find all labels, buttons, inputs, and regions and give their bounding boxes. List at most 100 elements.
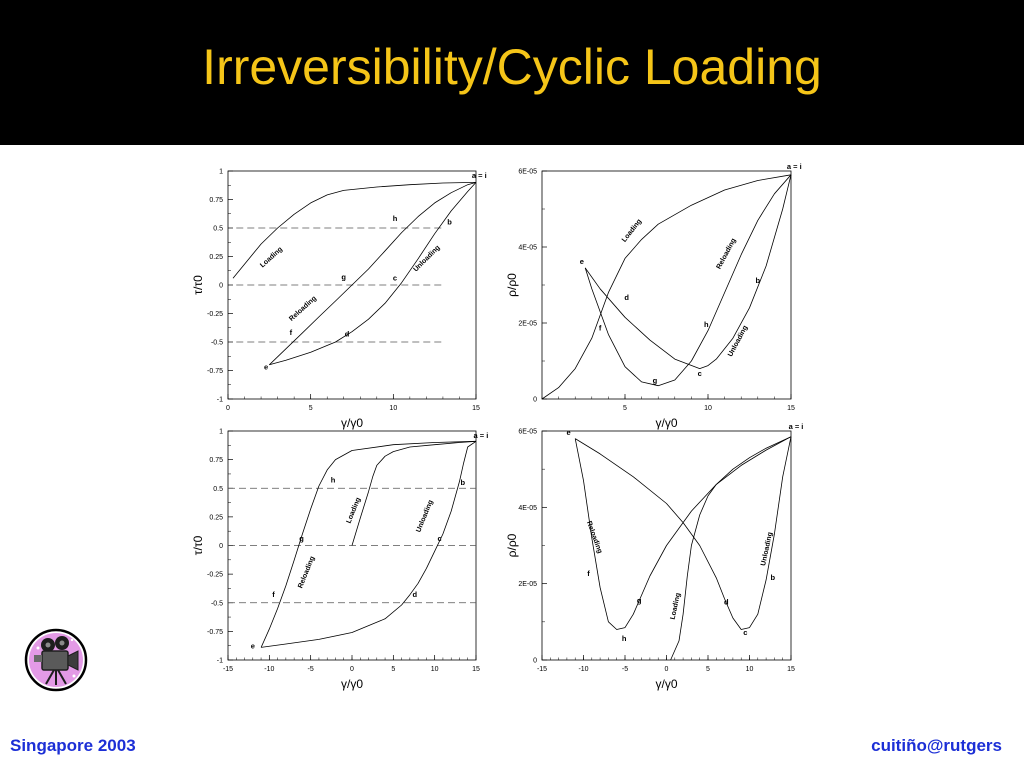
x-tick-label: 0 — [226, 405, 230, 412]
page-title: Irreversibility/Cyclic Loading — [202, 39, 822, 95]
point-label: c — [438, 534, 442, 543]
x-axis-label: γ/γ0 — [655, 677, 677, 691]
x-tick-label: 5 — [309, 405, 313, 412]
point-label: e — [264, 362, 268, 371]
series-line — [574, 436, 792, 630]
point-label: e — [580, 257, 584, 266]
series-line — [584, 174, 792, 369]
y-tick-label: 1 — [219, 169, 223, 176]
point-label: h — [331, 476, 336, 485]
point-label: a = i — [787, 162, 802, 171]
y-tick-label: -1 — [217, 658, 223, 665]
y-tick-label: 4E-05 — [518, 505, 537, 512]
y-tick-label: 0.5 — [213, 486, 223, 493]
y-tick-label: -0.75 — [207, 629, 223, 636]
x-tick-label: 5 — [706, 666, 710, 673]
series-line — [584, 174, 792, 387]
y-axis-label: τ/τ0 — [191, 535, 205, 555]
x-tick-label: 10 — [389, 405, 397, 412]
x-tick-label: 10 — [431, 666, 439, 673]
point-label: c — [698, 369, 702, 378]
movie-camera-icon — [24, 628, 88, 692]
point-label: g — [637, 596, 642, 605]
point-label: a = i — [474, 431, 489, 440]
x-tick-label: -15 — [537, 666, 547, 673]
series-line — [541, 174, 792, 400]
y-tick-label: 6E-05 — [518, 429, 537, 436]
series-line — [269, 182, 477, 366]
y-tick-label: 0.5 — [213, 226, 223, 233]
point-label: d — [345, 329, 350, 338]
x-axis-label: γ/γ0 — [341, 416, 363, 430]
point-label: d — [624, 293, 629, 302]
y-tick-label: 6E-05 — [518, 169, 537, 176]
point-label: f — [599, 324, 602, 333]
x-tick-label: -15 — [223, 666, 233, 673]
y-axis-label: ρ/ρ0 — [505, 273, 519, 297]
point-label: f — [272, 590, 275, 599]
series-line — [269, 182, 477, 366]
series-line — [260, 440, 477, 648]
y-tick-label: 0 — [533, 397, 537, 404]
point-label: g — [341, 272, 346, 281]
point-label: c — [393, 273, 397, 282]
y-tick-label: 0.25 — [209, 514, 223, 521]
series-line — [232, 182, 477, 279]
y-tick-label: 0 — [219, 283, 223, 290]
x-tick-label: 15 — [472, 666, 480, 673]
point-label: g — [653, 376, 658, 385]
x-tick-label: 5 — [391, 666, 395, 673]
point-label: b — [447, 218, 452, 227]
point-label: g — [299, 534, 304, 543]
x-tick-label: -5 — [622, 666, 628, 673]
point-label: h — [704, 320, 709, 329]
x-tick-label: 0 — [350, 666, 354, 673]
point-label: h — [622, 634, 627, 643]
point-label: d — [413, 590, 418, 599]
y-tick-label: -0.5 — [211, 340, 223, 347]
series-line — [351, 440, 477, 546]
title-bar — [0, 0, 1024, 145]
x-tick-label: 15 — [787, 405, 795, 412]
x-tick-label: -10 — [578, 666, 588, 673]
point-label: f — [290, 328, 293, 337]
point-label: f — [587, 569, 590, 578]
point-label: b — [756, 276, 761, 285]
point-label: a = i — [472, 171, 487, 180]
y-tick-label: -0.25 — [207, 311, 223, 318]
y-tick-label: 0 — [219, 543, 223, 550]
y-tick-label: 2E-05 — [518, 321, 537, 328]
point-label: e — [566, 428, 570, 437]
y-tick-label: -0.75 — [207, 368, 223, 375]
point-label: b — [460, 478, 465, 487]
y-tick-label: -1 — [217, 397, 223, 404]
x-axis-label: γ/γ0 — [341, 677, 363, 691]
x-tick-label: 15 — [472, 405, 480, 412]
point-label: a = i — [789, 422, 804, 431]
footer-author: cuitiño@rutgers — [871, 736, 1002, 755]
point-label: b — [770, 573, 775, 582]
y-tick-label: -0.5 — [211, 600, 223, 607]
x-tick-label: -10 — [264, 666, 274, 673]
y-axis-label: ρ/ρ0 — [505, 533, 519, 557]
x-tick-label: 0 — [665, 666, 669, 673]
x-tick-label: 10 — [704, 405, 712, 412]
y-tick-label: 1 — [219, 429, 223, 436]
series-line — [261, 440, 477, 648]
x-tick-label: 5 — [623, 405, 627, 412]
y-tick-label: 0.75 — [209, 197, 223, 204]
x-tick-label: -5 — [308, 666, 314, 673]
y-tick-label: -0.25 — [207, 572, 223, 579]
y-tick-label: 2E-05 — [518, 581, 537, 588]
y-axis-label: τ/τ0 — [191, 275, 205, 295]
x-tick-label: 10 — [746, 666, 754, 673]
point-label: e — [251, 642, 255, 651]
x-axis-label: γ/γ0 — [655, 416, 677, 430]
point-label: d — [724, 598, 729, 607]
y-tick-label: 4E-05 — [518, 245, 537, 252]
curve-annotation: Loading — [670, 592, 683, 620]
